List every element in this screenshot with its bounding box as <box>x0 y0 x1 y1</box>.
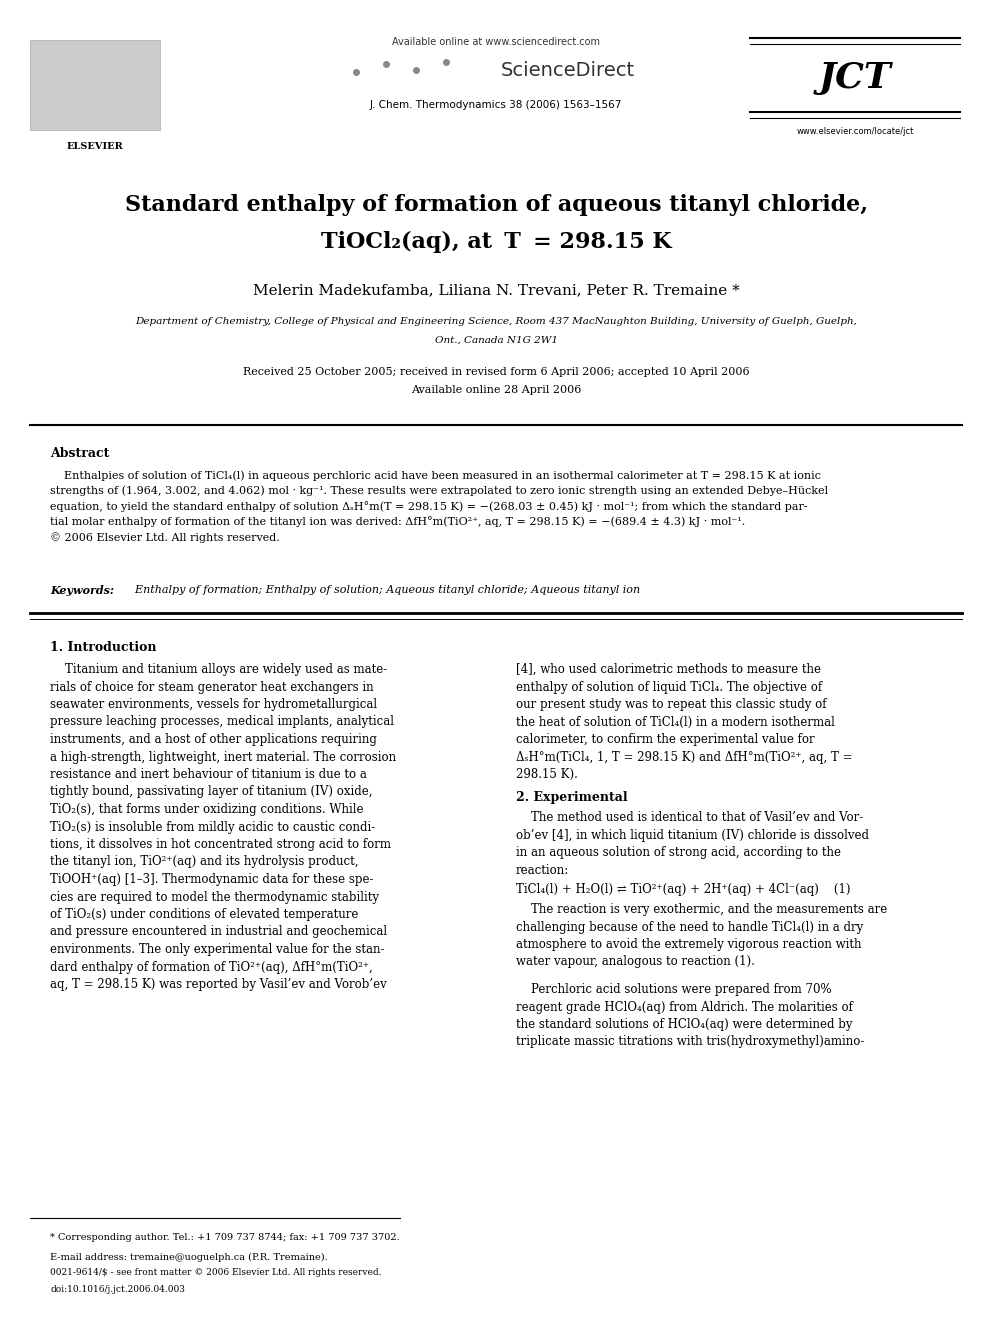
Text: Standard enthalpy of formation of aqueous titanyl chloride,: Standard enthalpy of formation of aqueou… <box>125 194 867 216</box>
Text: ELSEVIER: ELSEVIER <box>66 142 123 151</box>
Text: The reaction is very exothermic, and the measurements are
challenging because of: The reaction is very exothermic, and the… <box>516 904 887 968</box>
Text: Enthalpies of solution of TiCl₄(l) in aqueous perchloric acid have been measured: Enthalpies of solution of TiCl₄(l) in aq… <box>50 470 828 542</box>
Text: Keywords:: Keywords: <box>50 585 114 595</box>
Text: TiOCl₂(aq), at  T  = 298.15 K: TiOCl₂(aq), at T = 298.15 K <box>320 232 672 253</box>
Text: Abstract: Abstract <box>50 447 109 460</box>
Text: JCT: JCT <box>818 61 892 95</box>
Text: J. Chem. Thermodynamics 38 (2006) 1563–1567: J. Chem. Thermodynamics 38 (2006) 1563–1… <box>370 101 622 110</box>
Bar <box>30 40 160 130</box>
Text: Melerin Madekufamba, Liliana N. Trevani, Peter R. Tremaine *: Melerin Madekufamba, Liliana N. Trevani,… <box>253 283 739 296</box>
Text: 1. Introduction: 1. Introduction <box>50 642 157 654</box>
Text: [4], who used calorimetric methods to measure the
enthalpy of solution of liquid: [4], who used calorimetric methods to me… <box>516 663 852 781</box>
Text: 2. Experimental: 2. Experimental <box>516 791 628 804</box>
Text: 0021-9614/$ - see front matter © 2006 Elsevier Ltd. All rights reserved.: 0021-9614/$ - see front matter © 2006 El… <box>50 1267 382 1277</box>
Text: E-mail address: tremaine@uoguelph.ca (P.R. Tremaine).: E-mail address: tremaine@uoguelph.ca (P.… <box>50 1253 327 1262</box>
Text: * Corresponding author. Tel.: +1 709 737 8744; fax: +1 709 737 3702.: * Corresponding author. Tel.: +1 709 737… <box>50 1233 400 1242</box>
Text: The method used is identical to that of Vasil’ev and Vor-
ob’ev [4], in which li: The method used is identical to that of … <box>516 811 869 877</box>
Text: ScienceDirect: ScienceDirect <box>501 61 635 79</box>
Text: Perchloric acid solutions were prepared from 70%
reagent grade HClO₄(aq) from Al: Perchloric acid solutions were prepared … <box>516 983 864 1049</box>
Text: Available online at www.sciencedirect.com: Available online at www.sciencedirect.co… <box>392 37 600 48</box>
Text: www.elsevier.com/locate/jct: www.elsevier.com/locate/jct <box>797 127 914 136</box>
Text: Titanium and titanium alloys are widely used as mate-
rials of choice for steam : Titanium and titanium alloys are widely … <box>50 663 396 991</box>
Text: TiCl₄(l) + H₂O(l) ⇌ TiO²⁺(aq) + 2H⁺(aq) + 4Cl⁻(aq)    (1): TiCl₄(l) + H₂O(l) ⇌ TiO²⁺(aq) + 2H⁺(aq) … <box>516 882 850 896</box>
Text: Enthalpy of formation; Enthalpy of solution; Aqueous titanyl chloride; Aqueous t: Enthalpy of formation; Enthalpy of solut… <box>128 585 640 595</box>
Text: Available online 28 April 2006: Available online 28 April 2006 <box>411 385 581 396</box>
Text: doi:10.1016/j.jct.2006.04.003: doi:10.1016/j.jct.2006.04.003 <box>50 1285 185 1294</box>
Text: Received 25 October 2005; received in revised form 6 April 2006; accepted 10 Apr: Received 25 October 2005; received in re… <box>243 366 749 377</box>
Text: Ont., Canada N1G 2W1: Ont., Canada N1G 2W1 <box>434 336 558 344</box>
Text: Department of Chemistry, College of Physical and Engineering Science, Room 437 M: Department of Chemistry, College of Phys… <box>135 318 857 327</box>
